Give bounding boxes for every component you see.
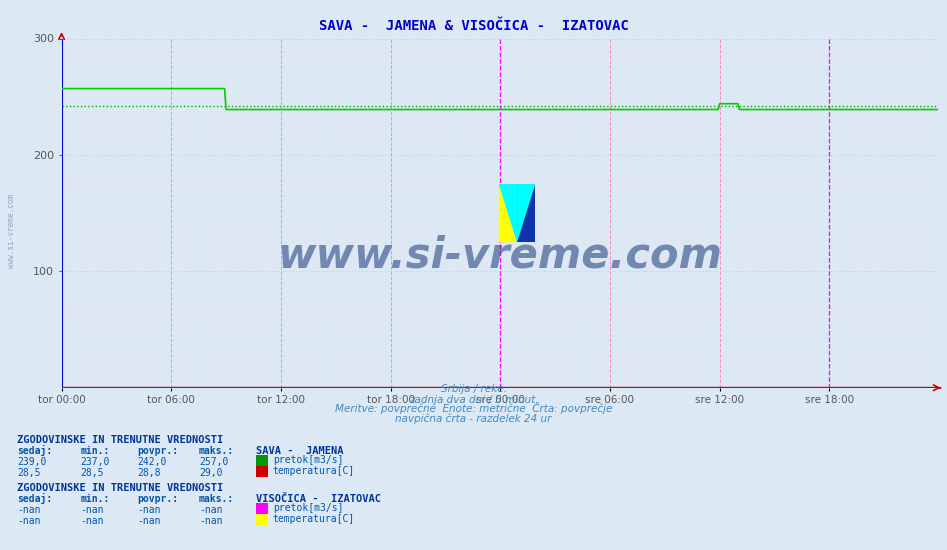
Text: 257,0: 257,0: [199, 456, 228, 467]
Polygon shape: [499, 184, 517, 242]
Text: -nan: -nan: [80, 515, 104, 526]
Text: Srbija / reke.: Srbija / reke.: [440, 384, 507, 394]
Text: VISOČICA -  IZATOVAC: VISOČICA - IZATOVAC: [256, 493, 381, 504]
Text: 242,0: 242,0: [137, 456, 167, 467]
Text: SAVA -  JAMENA: SAVA - JAMENA: [256, 446, 343, 456]
Text: -nan: -nan: [137, 515, 161, 526]
Text: maks.:: maks.:: [199, 493, 234, 504]
Text: -nan: -nan: [199, 504, 223, 515]
Text: 28,5: 28,5: [17, 468, 41, 478]
Text: povpr.:: povpr.:: [137, 446, 178, 456]
Text: -nan: -nan: [137, 504, 161, 515]
Text: www.si-vreme.com: www.si-vreme.com: [7, 194, 16, 268]
Text: temperatura[C]: temperatura[C]: [273, 514, 355, 524]
Bar: [517, 184, 535, 242]
Text: -nan: -nan: [80, 504, 104, 515]
Text: min.:: min.:: [80, 493, 110, 504]
Text: ZGODOVINSKE IN TRENUTNE VREDNOSTI: ZGODOVINSKE IN TRENUTNE VREDNOSTI: [17, 482, 223, 493]
Text: -nan: -nan: [17, 515, 41, 526]
Text: -nan: -nan: [17, 504, 41, 515]
Text: 28,5: 28,5: [80, 468, 104, 478]
Text: 237,0: 237,0: [80, 456, 110, 467]
Polygon shape: [499, 184, 517, 242]
Text: sedaj:: sedaj:: [17, 493, 52, 504]
Text: Meritve: povprečne  Enote: metrične  Črta: povprečje: Meritve: povprečne Enote: metrične Črta:…: [335, 403, 612, 415]
Text: min.:: min.:: [80, 446, 110, 456]
Text: sedaj:: sedaj:: [17, 445, 52, 456]
Text: povpr.:: povpr.:: [137, 493, 178, 504]
Text: ZGODOVINSKE IN TRENUTNE VREDNOSTI: ZGODOVINSKE IN TRENUTNE VREDNOSTI: [17, 434, 223, 445]
Text: zadnja dva dni / 5 minut.: zadnja dva dni / 5 minut.: [409, 394, 538, 405]
Text: SAVA -  JAMENA & VISOČICA -  IZATOVAC: SAVA - JAMENA & VISOČICA - IZATOVAC: [318, 19, 629, 33]
Text: navpična črta - razdelek 24 ur: navpična črta - razdelek 24 ur: [395, 414, 552, 425]
Text: www.si-vreme.com: www.si-vreme.com: [277, 234, 722, 276]
Text: temperatura[C]: temperatura[C]: [273, 466, 355, 476]
Text: pretok[m3/s]: pretok[m3/s]: [273, 455, 343, 465]
Polygon shape: [499, 184, 517, 242]
Text: pretok[m3/s]: pretok[m3/s]: [273, 503, 343, 513]
Polygon shape: [517, 184, 535, 242]
Bar: [499, 184, 517, 242]
Text: 28,8: 28,8: [137, 468, 161, 478]
Text: 29,0: 29,0: [199, 468, 223, 478]
Text: 239,0: 239,0: [17, 456, 46, 467]
Text: maks.:: maks.:: [199, 446, 234, 456]
Text: -nan: -nan: [199, 515, 223, 526]
